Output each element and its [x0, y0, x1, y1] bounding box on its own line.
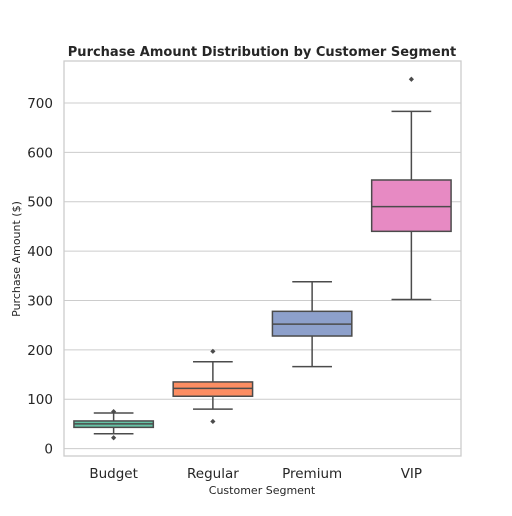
y-axis-label: Purchase Amount ($) [10, 201, 23, 317]
y-tick-label: 300 [27, 293, 53, 309]
box-regular [172, 348, 254, 425]
x-axis-label: Customer Segment [209, 484, 316, 497]
y-tick-label: 400 [27, 244, 53, 260]
y-tick-label: 600 [27, 145, 53, 161]
outlier-point [210, 418, 216, 425]
outlier-point [111, 435, 117, 441]
box-vip [370, 76, 452, 301]
box-budget [73, 408, 155, 441]
box-premium [271, 280, 353, 368]
plot-frame [63, 60, 462, 457]
x-tick-label: Premium [282, 466, 342, 482]
iqr-box [370, 179, 452, 233]
y-tick-label: 700 [27, 96, 53, 112]
y-axis-ticks: 0 100 200 300 400 500 600 700 [27, 96, 53, 458]
y-tick-label: 0 [44, 442, 53, 458]
x-tick-label: Budget [89, 466, 138, 482]
plot-area [73, 76, 452, 441]
grid-lines [64, 102, 461, 450]
outlier-point [111, 408, 117, 415]
x-tick-label: Regular [187, 466, 239, 482]
y-tick-label: 500 [27, 195, 53, 211]
x-tick-label: VIP [401, 466, 422, 482]
outlier-point [210, 348, 216, 354]
y-tick-label: 200 [27, 343, 53, 359]
chart-title: Purchase Amount Distribution by Customer… [68, 45, 456, 60]
outlier-point [408, 76, 414, 82]
y-tick-label: 100 [27, 392, 53, 408]
x-axis-ticks: Budget Regular Premium VIP [89, 466, 422, 482]
